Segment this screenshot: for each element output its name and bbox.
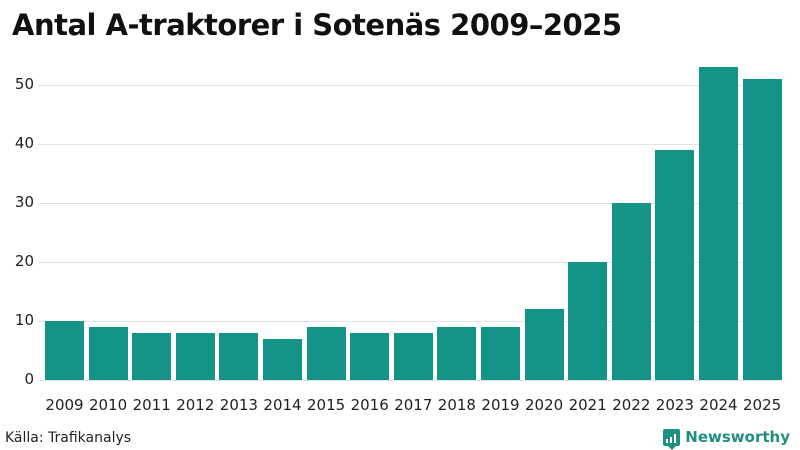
bar-2013 [219, 332, 259, 380]
bar-2011 [132, 332, 172, 380]
x-tick-label: 2011 [132, 396, 171, 414]
y-tick-label: 10 [14, 311, 34, 329]
bar-2020 [524, 309, 564, 380]
x-tick-label: 2015 [307, 396, 346, 414]
gridline [38, 321, 780, 322]
bar-2019 [481, 326, 520, 380]
brand-label: Newsworthy [685, 428, 790, 446]
y-tick-label: 0 [24, 370, 34, 388]
gridline [38, 203, 780, 204]
x-tick-label: 2022 [612, 396, 651, 414]
y-tick-label: 40 [14, 134, 34, 152]
source-label: Källa: Trafikanalys [5, 430, 132, 446]
x-tick-label: 2025 [743, 396, 782, 414]
bar-2023 [655, 149, 695, 380]
y-tick-label: 50 [14, 75, 34, 93]
x-tick-label: 2016 [350, 396, 389, 414]
x-tick-label: 2023 [655, 396, 694, 414]
gridline [38, 85, 780, 86]
chart-title: Antal A-traktorer i Sotenäs 2009–2025 [12, 8, 622, 42]
y-tick-label: 20 [14, 252, 34, 270]
bar-2014 [263, 338, 302, 380]
x-tick-label: 2021 [568, 396, 607, 414]
bar-2018 [437, 326, 477, 380]
x-tick-label: 2019 [481, 396, 520, 414]
x-tick-label: 2017 [394, 396, 433, 414]
x-tick-label: 2012 [176, 396, 215, 414]
x-tick-label: 2010 [89, 396, 128, 414]
bar-2022 [611, 203, 651, 380]
bar-2024 [699, 67, 738, 380]
bar-2016 [350, 332, 390, 380]
bar-2021 [568, 262, 608, 380]
y-tick-label: 30 [14, 193, 34, 211]
gridline [38, 144, 780, 145]
newsworthy-logo: Newsworthy [663, 428, 790, 450]
x-tick-label: 2013 [219, 396, 258, 414]
bar-2017 [393, 332, 433, 380]
x-tick-label: 2020 [525, 396, 564, 414]
bar-2012 [175, 332, 215, 380]
gridline [38, 262, 780, 263]
bar-2025 [742, 79, 782, 380]
bar-2010 [88, 326, 128, 380]
x-tick-label: 2014 [263, 396, 302, 414]
x-tick-label: 2024 [699, 396, 738, 414]
bar-2009 [45, 321, 84, 380]
x-tick-label: 2009 [45, 396, 84, 414]
x-tick-label: 2018 [437, 396, 476, 414]
bar-2015 [306, 326, 346, 380]
gridline [38, 380, 780, 381]
bar-chart-speech-icon [663, 428, 681, 450]
